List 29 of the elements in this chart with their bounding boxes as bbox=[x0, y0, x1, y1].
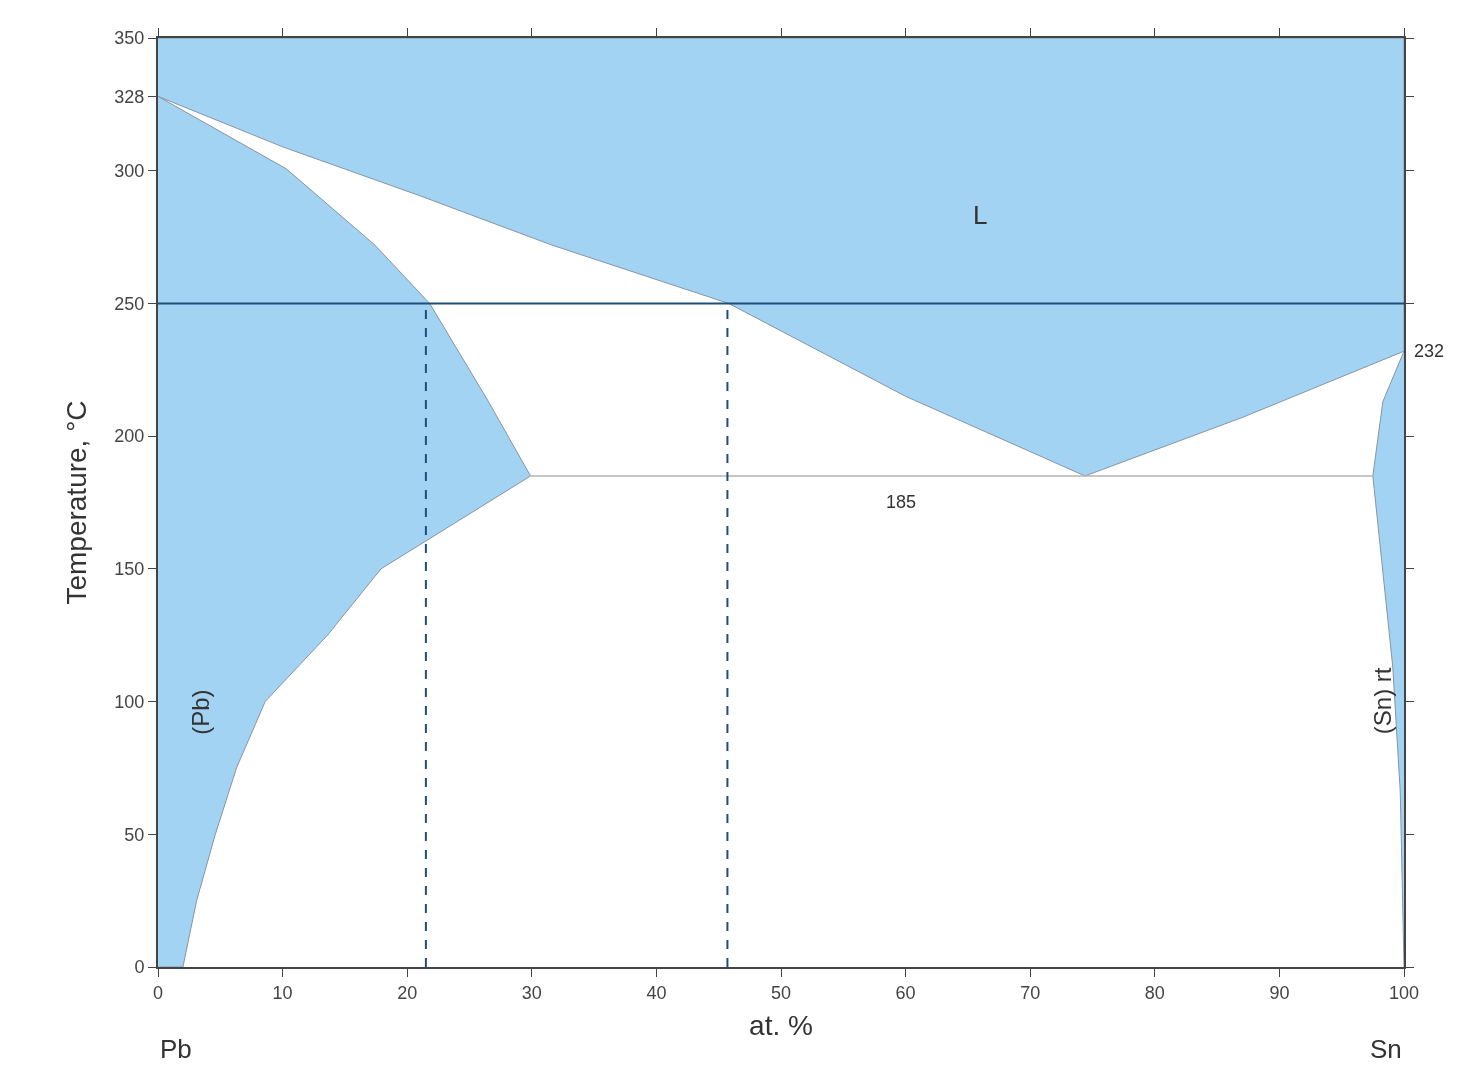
x-tick-label: 10 bbox=[272, 982, 293, 1003]
x-tick-label: 40 bbox=[646, 982, 667, 1003]
x-tick-label: 20 bbox=[397, 982, 418, 1003]
y-tick-label: 350 bbox=[114, 28, 145, 49]
y-tick-label: 50 bbox=[124, 824, 145, 845]
annotation: 185 bbox=[886, 492, 917, 512]
x-tick-label: 50 bbox=[770, 982, 792, 1003]
text: Sn bbox=[1370, 1034, 1402, 1064]
y-tick-label: 100 bbox=[114, 691, 145, 712]
y-tick-label: 200 bbox=[114, 426, 145, 447]
x-tick-label: 60 bbox=[895, 982, 916, 1003]
annotation: (Sn) rt bbox=[1369, 667, 1397, 735]
x-tick-label: 80 bbox=[1144, 982, 1165, 1003]
x-tick-label: 0 bbox=[152, 982, 164, 1003]
x-tick-label: 70 bbox=[1020, 982, 1041, 1003]
x-tick-label: 30 bbox=[521, 982, 542, 1003]
y-tick-label: 150 bbox=[114, 559, 145, 580]
y-tick-label: 328 bbox=[114, 86, 145, 107]
annotation: (Pb) bbox=[186, 689, 214, 735]
y-tick-label: 300 bbox=[114, 161, 145, 182]
y-axis-title: Temperature, °C bbox=[60, 400, 92, 605]
annotation: 232 bbox=[1414, 341, 1445, 361]
y-tick-label: 250 bbox=[114, 293, 145, 314]
annotation: L bbox=[973, 200, 988, 230]
x-axis-title: at. % bbox=[749, 1010, 813, 1042]
x-tick-label: 100 bbox=[1388, 982, 1420, 1003]
y-tick-label: 0 bbox=[134, 957, 145, 978]
x-tick-label: 90 bbox=[1269, 982, 1290, 1003]
text: Pb bbox=[160, 1034, 192, 1064]
